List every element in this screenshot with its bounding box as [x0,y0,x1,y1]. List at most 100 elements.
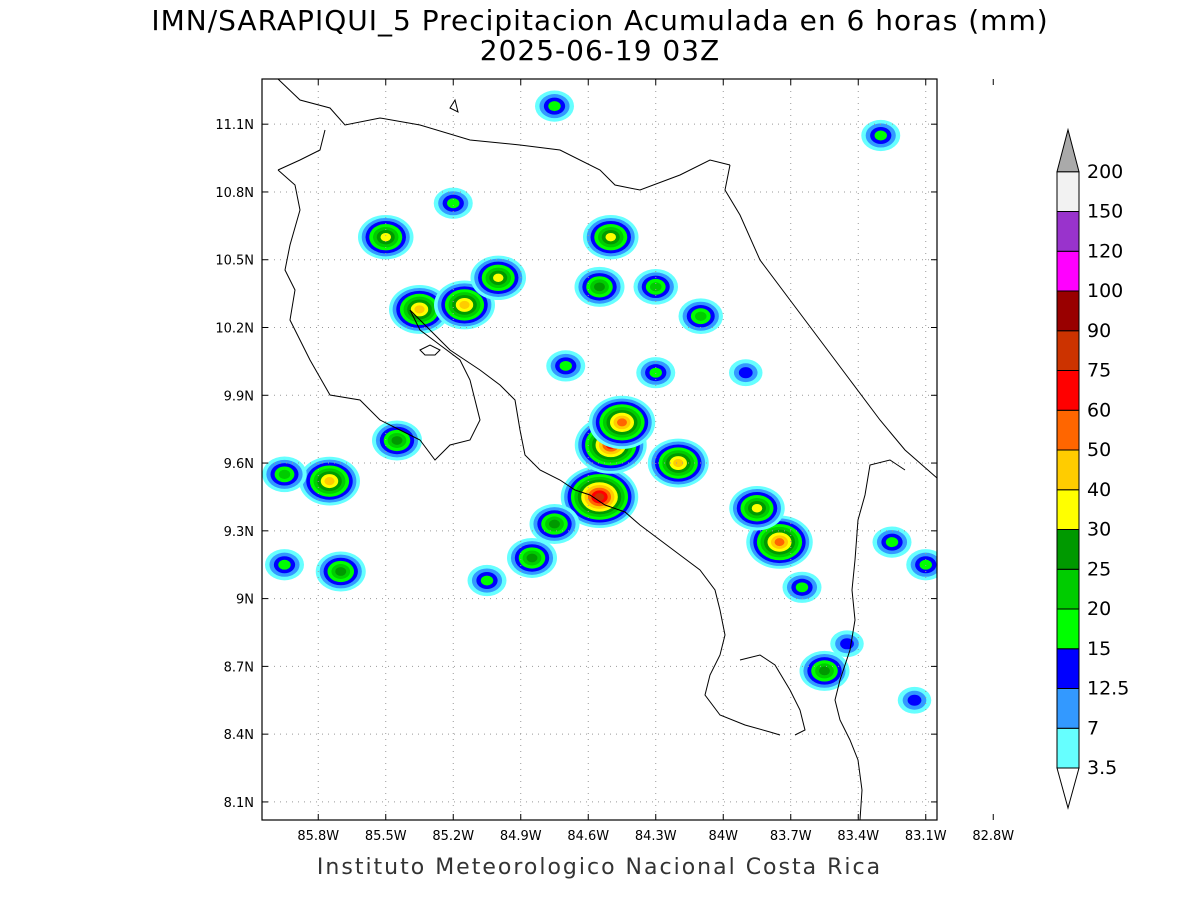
precip-contour [459,300,470,309]
colorbar-min-arrow [1056,767,1080,810]
lon-tick-label: 82.8W [972,829,1014,844]
precip-contour [278,559,291,570]
precip-contour [324,477,335,486]
precip-cell [535,90,574,122]
lat-tick-label: 8.1N [224,796,254,811]
lon-tick-label: 83.1W [905,829,947,844]
precip-contour [907,694,922,706]
precip-cell [830,630,864,658]
precip-cell [729,486,785,531]
precip-cell [872,526,912,558]
precip-cell [782,571,822,603]
coastline-path [277,129,326,171]
lon-tick-label: 84W [709,829,739,844]
precip-contour [549,519,560,529]
coastline-path [724,164,937,479]
precip-contour [594,282,605,292]
colorbar-label: 100 [1087,280,1123,302]
colorbar-swatch [1056,290,1080,332]
precip-contour [649,367,662,378]
precip-contour [617,418,627,427]
colorbar-swatch [1056,211,1080,252]
precip-contour [414,305,425,314]
precip-contour [751,504,763,513]
precip-contour [874,130,887,141]
colorbar-swatch [1056,171,1080,212]
precip-cell [507,537,557,578]
colorbar-label: 150 [1087,201,1123,223]
colorbar-swatch [1056,727,1080,769]
precip-cell [729,359,763,387]
precip-cell [433,187,473,219]
lat-tick-label: 9N [236,593,254,608]
precip-contour [278,469,291,479]
lon-tick-label: 84.6W [567,829,609,844]
precip-contour [694,311,707,321]
precip-contour [559,360,572,371]
colorbar-legend: 3.5 7 12.5 15 20 25 30 40 50 60 75 90 100 120 150 200 [1056,127,1129,810]
lon-tick-label: 85.2W [432,829,474,844]
lat-tick-label: 9.6N [224,457,254,472]
colorbar-max-arrow [1056,127,1080,173]
precipitation-field [262,90,937,714]
colorbar-swatch [1056,489,1080,530]
colorbar-swatch [1056,250,1080,292]
lon-tick-label: 85.8W [297,829,339,844]
coastline-borders [277,79,937,820]
coastline-path [409,309,781,736]
coastline-path [277,169,481,461]
precip-cell [389,285,450,334]
colorbar-label: 120 [1087,240,1123,262]
precip-contour [919,559,932,570]
precip-contour [548,101,561,112]
lat-tick-label: 9.3N [224,525,254,540]
colorbar-label: 12.5 [1087,678,1129,700]
precip-cell [467,564,507,597]
precip-cell [299,456,360,506]
precip-contour [594,493,605,501]
lat-tick-label: 8.4N [224,728,254,743]
coastline-path [449,98,459,113]
precip-cell [265,549,304,581]
precip-cell [897,686,932,714]
lon-tick-label: 83.7W [770,829,812,844]
colorbar-label: 200 [1087,161,1123,183]
lon-tick-label: 84.9W [500,829,542,844]
colorbar-label: 30 [1087,519,1111,541]
lat-tick-label: 10.8N [215,186,254,201]
colorbar-label: 7 [1087,717,1099,739]
precip-cell [262,456,307,493]
colorbar-label: 15 [1087,638,1111,660]
colorbar-label: 25 [1087,558,1111,580]
lon-tick-label: 83.4W [837,829,879,844]
precip-cell [529,504,580,545]
precip-contour [605,232,616,242]
lat-tick-label: 8.7N [224,660,254,675]
colorbar-swatch [1056,688,1080,729]
colorbar-swatch [1056,330,1080,371]
lon-tick-label: 84.3W [635,829,677,844]
precip-cell [546,350,586,382]
credit-text: Instituto Meteorologico Nacional Costa R… [316,855,883,880]
precip-contour [673,458,684,468]
coastline-path [739,654,806,736]
coastline-path [419,344,441,356]
precip-contour [526,553,538,563]
precip-cell [633,269,678,305]
precip-cell [799,650,850,691]
precip-contour [380,232,391,242]
precip-cell [358,214,414,260]
colorbar-swatch [1056,648,1080,689]
precip-cell [574,266,625,307]
precip-cell [636,357,676,389]
colorbar-label: 3.5 [1087,757,1117,779]
colorbar-swatch [1056,409,1080,451]
colorbar-label: 75 [1087,360,1111,382]
precip-contour [738,367,753,379]
precip-cell [588,395,656,449]
colorbar-swatch [1056,449,1080,491]
precip-contour [885,537,899,548]
colorbar-label: 60 [1087,399,1111,421]
axis-ticks: 11.1N 10.8N 10.5N 10.2N 9.9N 9.6N 9.3N 9N 8.7N 8.… [215,79,1014,844]
